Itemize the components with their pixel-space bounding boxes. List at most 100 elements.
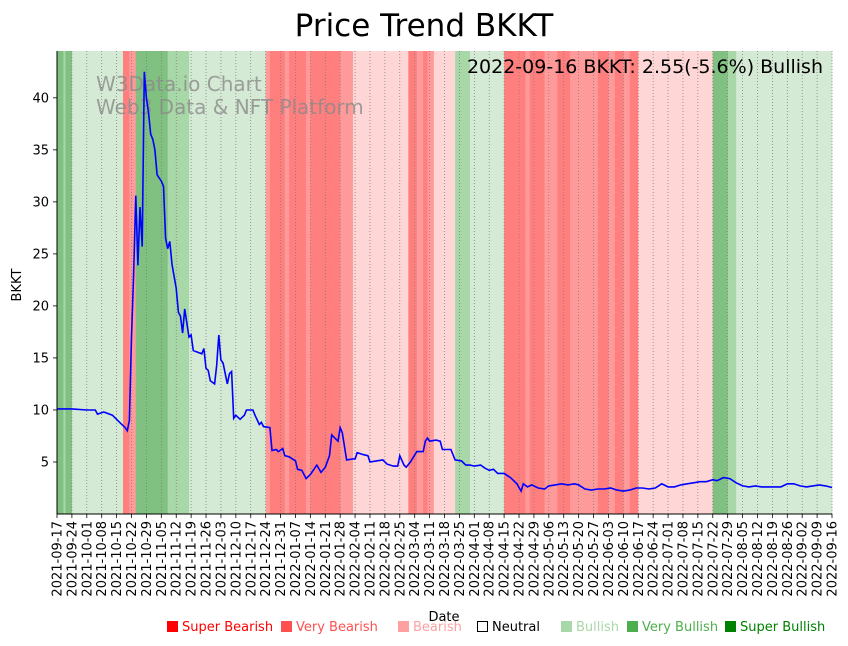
y-tick-label: 20 bbox=[32, 299, 49, 314]
legend-item: Bearish bbox=[398, 620, 462, 635]
regime-legend: Super Bearish Very Bearish Bearish Neutral B… bbox=[0, 620, 848, 642]
x-tick-label: 2022-01-14 bbox=[304, 521, 319, 597]
regime-band-very-bearish bbox=[269, 51, 286, 514]
legend-label: Very Bearish bbox=[296, 620, 378, 635]
x-tick-label: 2022-06-24 bbox=[647, 521, 662, 597]
regime-band-bearish bbox=[623, 51, 631, 514]
regime-band-very-bearish bbox=[504, 51, 526, 514]
x-tick-label: 2022-05-06 bbox=[542, 521, 557, 597]
regime-band-very-bearish bbox=[123, 51, 130, 514]
regime-band-bearish bbox=[284, 51, 290, 514]
x-tick-label: 2022-03-18 bbox=[438, 521, 453, 597]
x-tick-label: 2022-08-26 bbox=[781, 521, 796, 597]
regime-band-bullish bbox=[167, 51, 190, 514]
legend-item: Bullish bbox=[561, 620, 619, 635]
legend-swatch bbox=[398, 621, 409, 632]
x-tick-label: 2021-10-29 bbox=[140, 521, 155, 597]
latest-price-annotation: 2022-09-16 BKKT: 2.55(-5.6%) Bullish bbox=[467, 56, 823, 78]
x-tick-label: 2021-12-17 bbox=[244, 521, 259, 597]
regime-band-bearish bbox=[306, 51, 311, 514]
regime-band-very-bearish bbox=[629, 51, 639, 514]
x-tick-label: 2021-10-15 bbox=[110, 521, 125, 597]
legend-swatch bbox=[281, 621, 292, 632]
regime-band-mild-bullish bbox=[736, 51, 833, 514]
x-tick-label: 2022-01-28 bbox=[334, 521, 349, 597]
x-tick-label: 2022-04-08 bbox=[483, 521, 498, 597]
x-tick-label: 2022-06-03 bbox=[602, 521, 617, 597]
regime-band-mild-bullish bbox=[470, 51, 505, 514]
regime-band-bearish bbox=[544, 51, 558, 514]
y-axis-ticks: 5 10 15 20 25 30 35 40 bbox=[32, 91, 57, 470]
regime-band-bullish bbox=[727, 51, 737, 514]
legend-swatch bbox=[627, 621, 638, 632]
x-tick-label: 2022-02-18 bbox=[378, 521, 393, 597]
x-tick-label: 2022-05-27 bbox=[587, 521, 602, 597]
x-axis-label: Date bbox=[428, 610, 459, 625]
legend-swatch bbox=[167, 621, 178, 632]
regime-band-very-bearish bbox=[289, 51, 307, 514]
x-tick-label: 2021-12-03 bbox=[214, 521, 229, 597]
price-line bbox=[57, 71, 833, 494]
x-tick-label: 2022-07-08 bbox=[676, 521, 691, 597]
regime-band-mild-bullish bbox=[189, 51, 266, 514]
regime-band-bearish bbox=[570, 51, 599, 514]
regime-band-bearish bbox=[427, 51, 435, 514]
regime-band-very-bearish bbox=[423, 51, 428, 514]
x-tick-label: 2022-09-16 bbox=[826, 521, 841, 597]
x-tick-label: 2021-09-24 bbox=[65, 521, 80, 597]
x-tick-label: 2021-11-19 bbox=[185, 521, 200, 597]
regime-band-bearish bbox=[525, 51, 530, 514]
legend-label: Bullish bbox=[576, 620, 620, 635]
legend-item: Super Bearish bbox=[167, 620, 273, 635]
regime-band-bullish bbox=[63, 51, 66, 514]
y-tick-label: 30 bbox=[32, 195, 49, 210]
legend-item: Very Bullish bbox=[627, 620, 718, 635]
x-tick-label: 2022-07-01 bbox=[662, 521, 677, 597]
regime-band-bearish bbox=[340, 51, 354, 514]
x-tick-label: 2022-09-02 bbox=[796, 521, 811, 597]
regime-band-mild-bullish bbox=[71, 51, 124, 514]
x-tick-label: 2022-04-22 bbox=[513, 521, 528, 597]
y-tick-label: 25 bbox=[32, 247, 49, 262]
x-tick-label: 2021-12-24 bbox=[259, 521, 274, 597]
watermark-line-2: Web3 Data & NFT Platform bbox=[96, 95, 364, 119]
chart-title: Price Trend BKKT bbox=[295, 8, 555, 44]
x-tick-label: 2022-08-05 bbox=[736, 521, 751, 597]
regime-band-very-bullish bbox=[712, 51, 728, 514]
x-tick-label: 2022-05-13 bbox=[557, 521, 572, 597]
x-tick-label: 2022-08-12 bbox=[751, 521, 766, 597]
x-tick-label: 2022-01-07 bbox=[289, 521, 304, 597]
x-tick-label: 2022-02-25 bbox=[393, 521, 408, 597]
x-tick-label: 2022-05-20 bbox=[572, 521, 587, 597]
x-tick-label: 2021-11-05 bbox=[155, 521, 170, 597]
legend-label: Super Bullish bbox=[740, 620, 826, 635]
x-tick-label: 2022-04-29 bbox=[527, 521, 542, 597]
x-tick-label: 2021-12-10 bbox=[229, 521, 244, 597]
x-tick-label: 2022-06-17 bbox=[632, 521, 647, 597]
x-tick-label: 2021-12-31 bbox=[274, 521, 289, 597]
x-tick-label: 2022-04-01 bbox=[468, 521, 483, 597]
x-tick-label: 2022-04-15 bbox=[498, 521, 513, 597]
x-tick-label: 2021-11-26 bbox=[200, 521, 215, 597]
x-tick-label: 2021-10-08 bbox=[95, 521, 110, 597]
x-tick-label: 2022-03-04 bbox=[408, 521, 423, 597]
x-tick-label: 2022-02-11 bbox=[363, 521, 378, 597]
regime-band-very-bearish bbox=[597, 51, 609, 514]
y-tick-label: 5 bbox=[41, 455, 49, 470]
x-tick-label: 2022-02-04 bbox=[349, 521, 364, 597]
regime-band-very-bullish bbox=[57, 51, 64, 514]
x-tick-label: 2022-07-15 bbox=[691, 521, 706, 597]
x-tick-label: 2021-10-22 bbox=[125, 521, 140, 597]
regime-band-bearish bbox=[608, 51, 616, 514]
y-axis-label: BKKT bbox=[10, 268, 25, 301]
regime-band-very-bullish bbox=[142, 51, 169, 514]
x-tick-label: 2022-07-22 bbox=[706, 521, 721, 597]
legend-item: Super Bullish bbox=[725, 620, 825, 635]
regime-band-bearish bbox=[265, 51, 271, 514]
legend-swatch bbox=[561, 621, 572, 632]
watermark: W3Data.io Chart Web3 Data & NFT Platform bbox=[96, 72, 364, 119]
regime-band-mild-bearish bbox=[352, 51, 409, 514]
x-tick-label: 2022-03-25 bbox=[453, 521, 468, 597]
regime-band-bullish bbox=[455, 51, 471, 514]
